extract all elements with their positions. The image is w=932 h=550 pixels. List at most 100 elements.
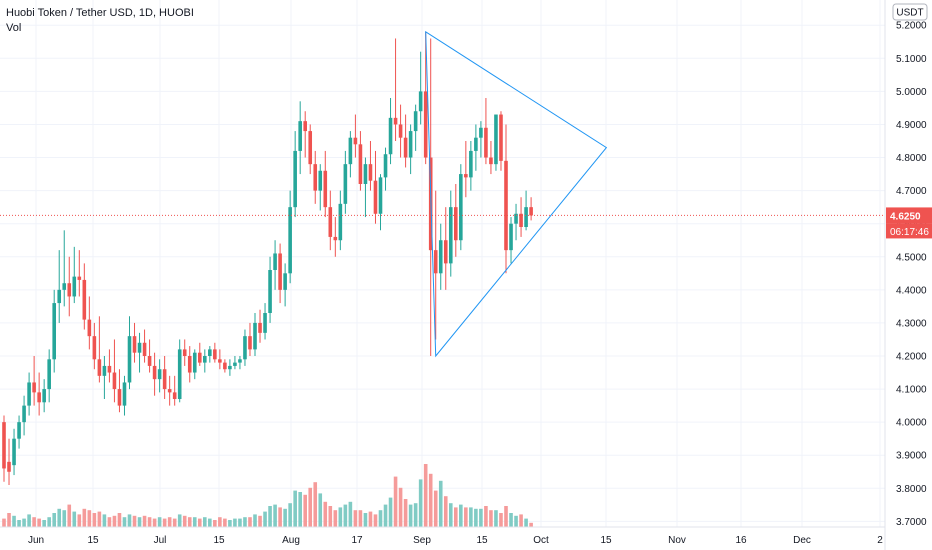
volume-bar (333, 510, 338, 527)
volume-bars (2, 464, 533, 527)
time-axis-label: Dec (793, 535, 811, 546)
candle-body (504, 160, 508, 251)
candle-body (348, 137, 353, 165)
volume-bar (524, 518, 528, 527)
candle-body (238, 359, 242, 363)
time-axis-label: 15 (476, 535, 488, 546)
volume-bar (428, 473, 433, 527)
volume-bar (438, 480, 443, 527)
candle-body (323, 170, 328, 208)
volume-bar (353, 510, 358, 527)
time-axis[interactable]: Jun 15 Jul 15 Aug 17 Sep 15 Oct 15 Nov 16 Dec 2 (0, 526, 932, 546)
volume-bar (509, 513, 513, 527)
candle-body (12, 438, 16, 466)
volume-bar (117, 513, 122, 527)
candle-body (213, 349, 217, 360)
volume-bar (388, 497, 393, 527)
candle-body (438, 240, 443, 274)
volume-bar (464, 507, 468, 527)
volume-bar (348, 501, 353, 527)
time-axis-label: Jun (28, 535, 44, 546)
candle-body (57, 289, 62, 304)
currency-badge-label: USDT (896, 8, 923, 19)
candle-body (52, 303, 56, 360)
candle-body (529, 207, 533, 216)
volume-bar (12, 515, 16, 527)
candle-body (363, 164, 368, 184)
volume-bar (152, 518, 157, 527)
price-axis-label: 4.5000 (896, 252, 927, 263)
candle-body (313, 164, 318, 191)
time-axis-label: Jul (154, 535, 167, 546)
volume-bar (258, 515, 262, 527)
candle-body (147, 356, 152, 366)
volume-bar (162, 518, 167, 527)
price-axis-label: 3.8000 (896, 484, 927, 495)
time-axis-label: 15 (213, 535, 225, 546)
countdown-value: 06:17:46 (890, 227, 929, 238)
volume-bar (484, 506, 488, 527)
volume-bar (137, 517, 142, 527)
candle-body (509, 223, 513, 251)
time-axis-label: 15 (600, 535, 612, 546)
candle-body (228, 365, 232, 370)
candle-body (514, 213, 518, 224)
price-axis-label: 4.4000 (896, 285, 927, 296)
volume-bar (112, 515, 117, 527)
volume-bar (7, 513, 11, 527)
volume-bar (192, 517, 197, 527)
candle-body (263, 313, 267, 333)
volume-bar (433, 490, 438, 527)
volume-bar (147, 517, 152, 527)
volume-bar (52, 513, 56, 527)
volume-bar (2, 518, 6, 527)
volume-bar (338, 507, 343, 527)
candle-body (177, 349, 182, 399)
symbol-title[interactable]: Huobi Token / Tether USD, 1D, HUOBI (6, 7, 194, 19)
candle-body (353, 137, 358, 145)
candle-body (72, 276, 77, 297)
triangle-pattern-drawing[interactable] (425, 30, 608, 358)
candle-body (157, 369, 162, 380)
candle-body (308, 131, 313, 165)
candle-body (32, 382, 36, 393)
volume-bar (243, 517, 247, 527)
volume-bar (293, 490, 297, 527)
candle-body (459, 174, 463, 241)
volume-bar (418, 479, 423, 527)
time-axis-label: 17 (351, 535, 363, 546)
volume-indicator-label[interactable]: Vol (6, 22, 22, 34)
volume-bar (127, 514, 132, 527)
candle-body (524, 207, 528, 227)
candle-body (62, 283, 67, 290)
candle-body (77, 276, 82, 280)
candle-body (152, 365, 157, 380)
volume-bar (454, 507, 458, 527)
volume-bar (323, 501, 328, 527)
volume-bar (494, 510, 498, 527)
volume-bar (448, 503, 453, 527)
candle-body (288, 207, 292, 274)
candle-body (448, 207, 453, 264)
triangle-outline (425, 30, 608, 358)
candle-body (203, 356, 207, 363)
price-axis-label: 5.0000 (896, 87, 927, 98)
candle-body (172, 392, 177, 399)
candle-body (273, 253, 277, 270)
candle-body (333, 236, 338, 241)
volume-bar (97, 511, 102, 527)
volume-bar (172, 518, 177, 527)
candle-body (142, 342, 147, 356)
volume-bar (479, 508, 483, 527)
candle-body (278, 253, 282, 290)
candle-body (243, 336, 247, 360)
volume-bar (443, 496, 448, 527)
price-axis[interactable]: 5.20005.10005.00004.90004.80004.70004.60… (884, 0, 932, 550)
volume-bar (228, 520, 232, 527)
candle-body (7, 461, 11, 472)
candle-body (37, 392, 41, 403)
candle-body (293, 150, 297, 208)
volume-bar (273, 504, 277, 527)
candle-body (519, 213, 523, 227)
